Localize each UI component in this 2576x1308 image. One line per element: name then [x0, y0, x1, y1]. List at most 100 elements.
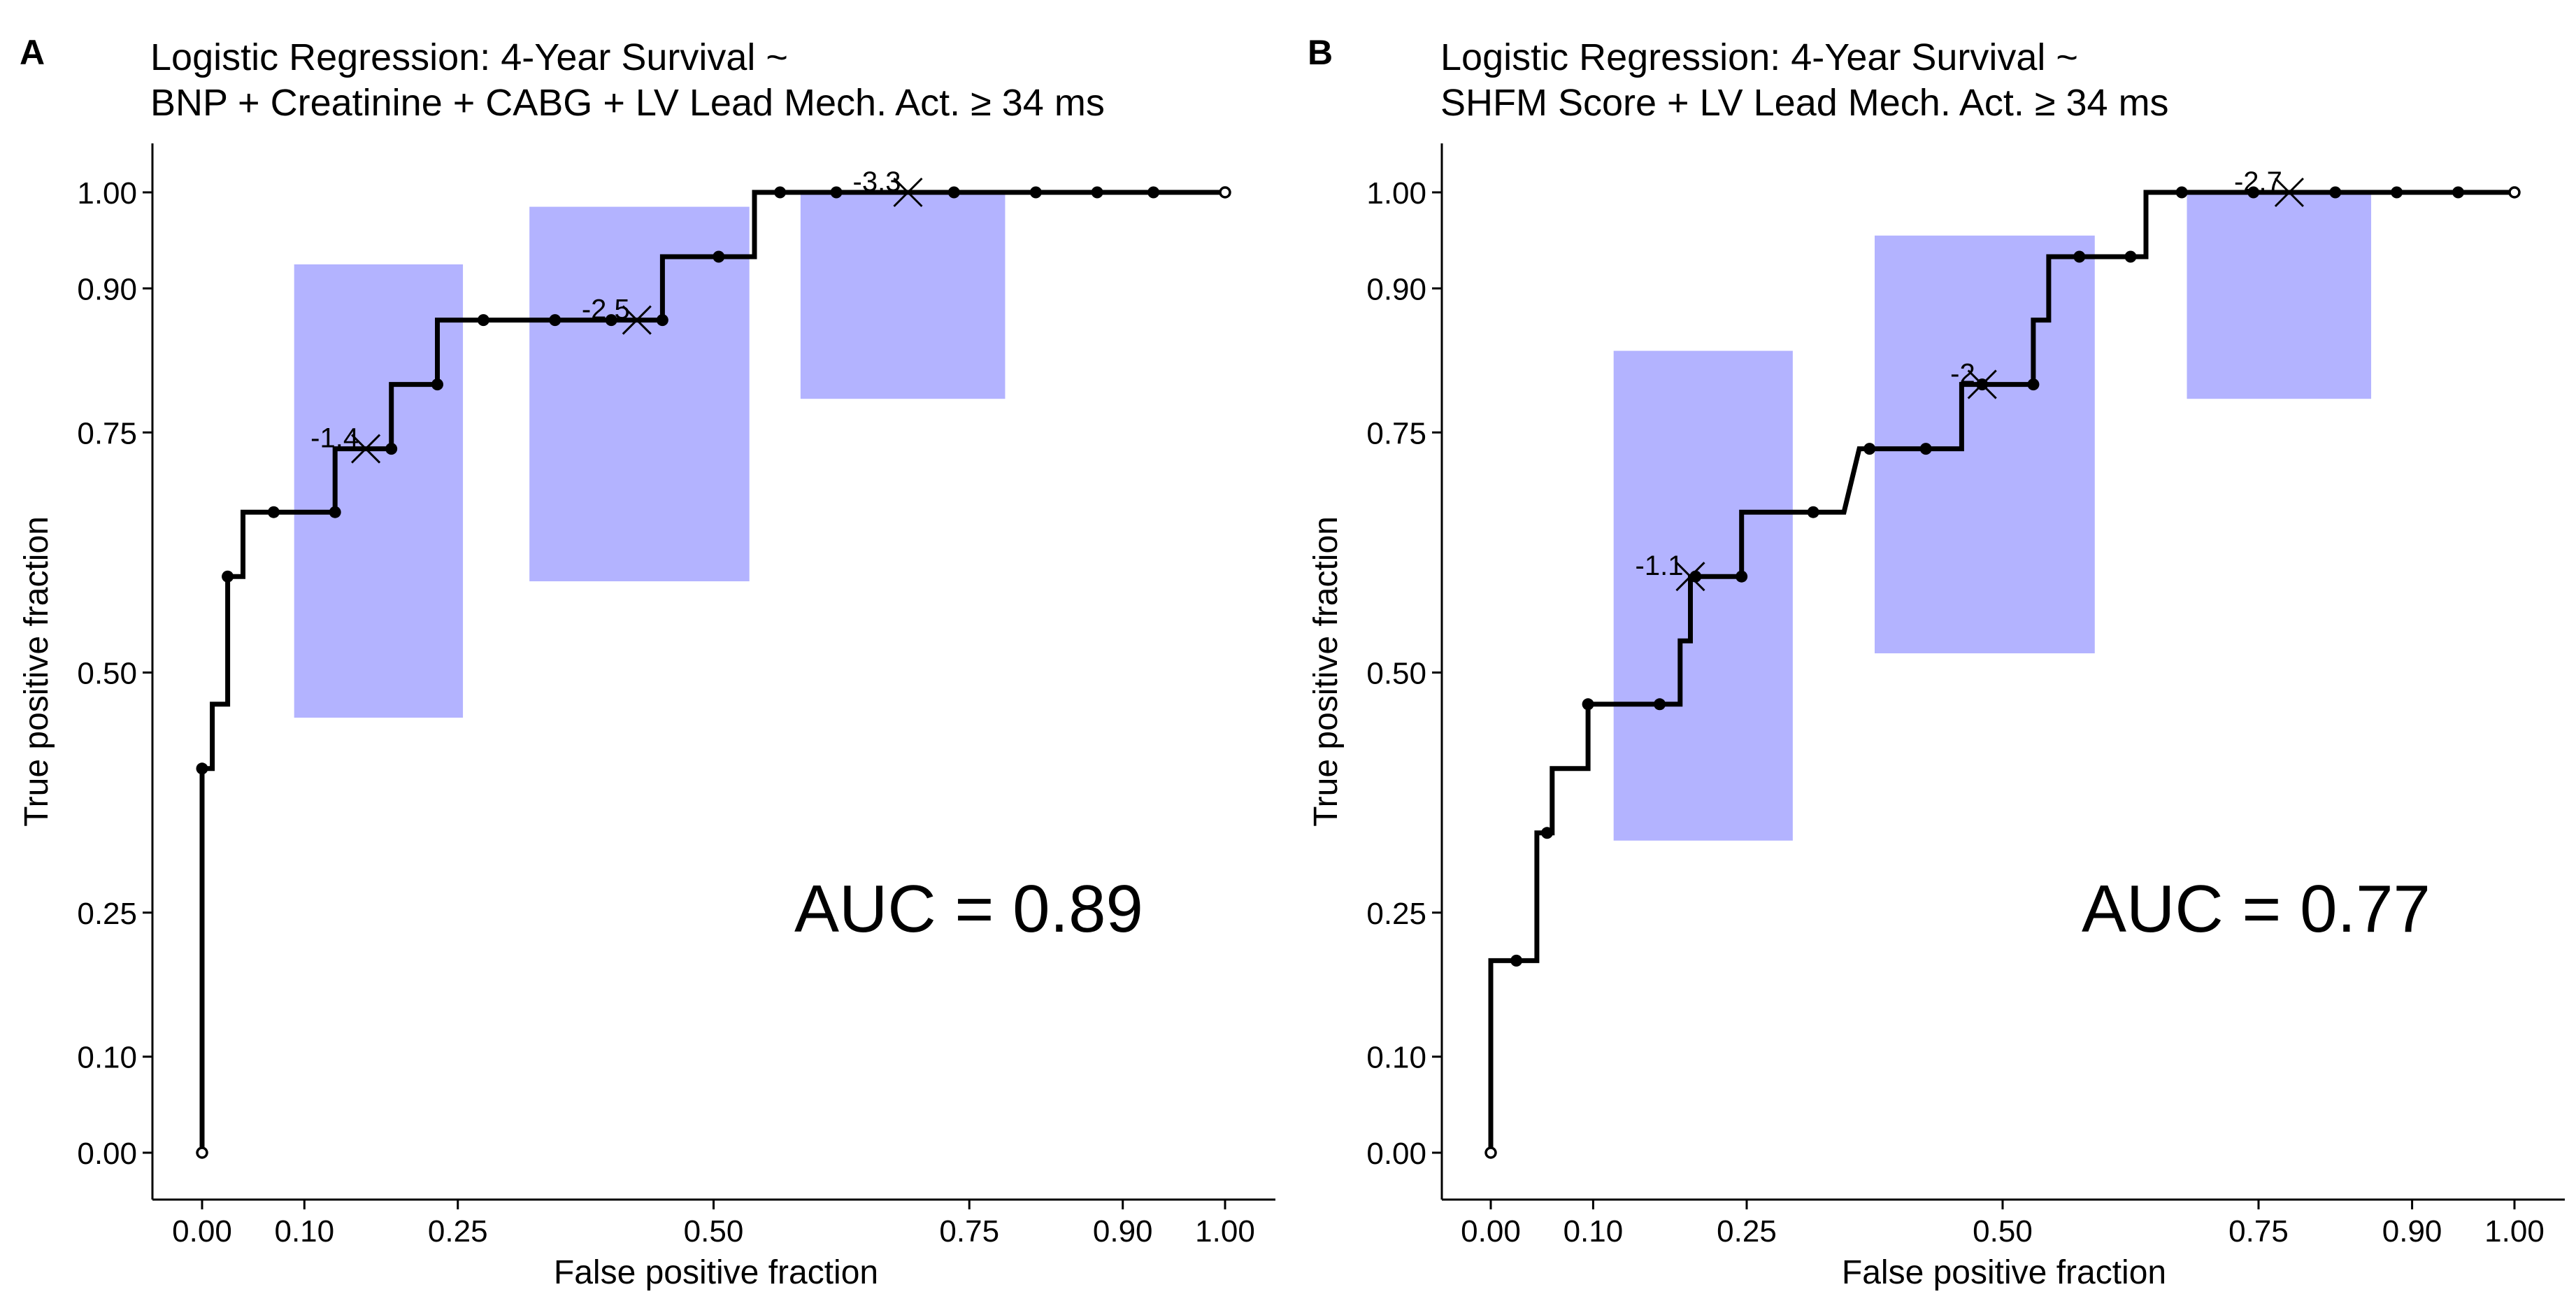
roc-point — [2329, 186, 2342, 199]
x-tick-label: 0.90 — [1093, 1214, 1153, 1249]
cutoff-label: -1.4 — [310, 423, 359, 454]
roc-point — [1863, 443, 1876, 455]
cutoff-marker — [351, 434, 381, 464]
roc-point — [2247, 186, 2260, 199]
roc-point — [656, 314, 668, 327]
roc-point — [1510, 954, 1523, 967]
y-tick-label: 0.75 — [77, 416, 137, 450]
auc-label: AUC = 0.89 — [794, 872, 1143, 946]
roc-point — [267, 506, 280, 518]
x-axis-label: False positive fraction — [554, 1254, 878, 1291]
roc-curve-line — [199, 190, 1225, 1153]
y-tick-label: 1.00 — [1366, 176, 1426, 211]
x-tick-label: 0.00 — [1461, 1214, 1521, 1249]
y-tick-label: 0.10 — [77, 1041, 137, 1075]
ci-box — [2187, 192, 2372, 399]
roc-point — [1919, 443, 1932, 455]
roc-point — [2391, 186, 2403, 199]
roc-endpoint — [1219, 186, 1231, 199]
x-axis-label: False positive fraction — [1842, 1254, 2166, 1291]
roc-point — [2452, 186, 2464, 199]
roc-point — [477, 314, 489, 327]
ci-box-group — [1613, 192, 2372, 841]
cutoff-label: -2.7 — [2234, 166, 2282, 197]
roc-point — [1541, 827, 1554, 839]
x-tick-label: 1.00 — [1195, 1214, 1255, 1249]
ci-box — [800, 192, 1006, 399]
y-tick-label: 0.50 — [77, 657, 137, 691]
cutoff-marker — [1675, 562, 1705, 592]
roc-point — [774, 186, 787, 199]
roc-point — [1582, 698, 1594, 711]
x-tick-label: 0.10 — [1564, 1214, 1624, 1249]
chart-title-line2: SHFM Score + LV Lead Mech. Act. ≥ 34 ms — [1440, 82, 2169, 124]
panel-b: B Logistic Regression: 4-Year Survival ~… — [1308, 33, 2565, 1291]
cutoff-label: -2.5 — [582, 294, 630, 325]
roc-curve-group: -1.4 -2.5 -3.3 — [196, 166, 1231, 1159]
roc-endpoint — [196, 1146, 208, 1159]
roc-point — [947, 186, 960, 199]
x-tick-label: 0.90 — [2382, 1214, 2442, 1249]
ci-box — [1613, 350, 1793, 841]
roc-curve-group: -1.1 -2 -2.7 — [1484, 166, 2521, 1159]
y-tick-label: 0.00 — [1366, 1137, 1426, 1171]
roc-point — [1029, 186, 1042, 199]
roc-endpoint — [1484, 1146, 1497, 1159]
roc-point — [385, 443, 398, 455]
x-tick-label: 0.50 — [1973, 1214, 2033, 1249]
roc-point — [2124, 250, 2137, 263]
y-tick-label: 0.25 — [77, 897, 137, 931]
x-tick-label: 0.10 — [274, 1214, 334, 1249]
ci-box-group — [294, 192, 1006, 718]
y-tick-label: 0.90 — [77, 272, 137, 306]
cutoff-marker — [1967, 369, 1997, 399]
roc-point — [329, 506, 341, 518]
roc-point — [1654, 698, 1666, 711]
y-tick-label: 0.90 — [1366, 272, 1426, 306]
cutoff-label: -1.1 — [1636, 550, 1684, 581]
auc-label: AUC = 0.77 — [2082, 872, 2431, 946]
axes-group: 0.00 0.10 0.25 0.50 0.75 0.90 1.00 0.00 0.10 0.25… — [77, 143, 1275, 1249]
roc-point — [196, 762, 208, 775]
chart-title-line1: Logistic Regression: 4-Year Survival ~ — [150, 36, 788, 78]
roc-point — [549, 314, 561, 327]
x-tick-label: 0.75 — [2228, 1214, 2289, 1249]
roc-point — [1091, 186, 1103, 199]
y-tick-label: 1.00 — [77, 176, 137, 211]
roc-point — [713, 250, 725, 263]
chart-title-line2: BNP + Creatinine + CABG + LV Lead Mech. … — [150, 82, 1105, 124]
cutoff-label: -2 — [1950, 359, 1975, 390]
roc-point — [2073, 250, 2086, 263]
x-tick-label: 0.50 — [684, 1214, 744, 1249]
roc-point — [2027, 378, 2040, 391]
panel-a: A Logistic Regression: 4-Year Survival ~… — [18, 33, 1275, 1291]
panel-label: A — [20, 33, 45, 72]
roc-point — [1807, 506, 1819, 518]
roc-point — [1736, 570, 1748, 583]
panel-label: B — [1308, 33, 1333, 72]
ci-box — [1875, 235, 2095, 654]
y-axis-label: True positive fraction — [18, 516, 55, 827]
x-tick-label: 0.25 — [428, 1214, 488, 1249]
roc-point — [222, 570, 234, 583]
cutoff-marker — [893, 177, 923, 208]
cutoff-marker — [2274, 177, 2304, 208]
x-tick-label: 0.75 — [939, 1214, 999, 1249]
ci-box — [529, 206, 750, 582]
x-tick-label: 0.00 — [172, 1214, 232, 1249]
y-tick-label: 0.10 — [1366, 1041, 1426, 1075]
cutoff-marker — [622, 305, 652, 335]
roc-point — [1147, 186, 1160, 199]
roc-point — [2175, 186, 2188, 199]
roc-endpoint — [2508, 186, 2521, 199]
y-tick-label: 0.25 — [1366, 897, 1426, 931]
axes-group: 0.00 0.10 0.25 0.50 0.75 0.90 1.00 0.00 0.10 0.25… — [1366, 143, 2565, 1249]
roc-point — [605, 314, 617, 327]
y-tick-label: 0.50 — [1366, 657, 1426, 691]
y-tick-label: 0.75 — [1366, 416, 1426, 450]
y-axis-label: True positive fraction — [1308, 516, 1345, 827]
roc-point — [830, 186, 843, 199]
x-tick-label: 0.25 — [1717, 1214, 1777, 1249]
ci-box — [294, 264, 464, 718]
